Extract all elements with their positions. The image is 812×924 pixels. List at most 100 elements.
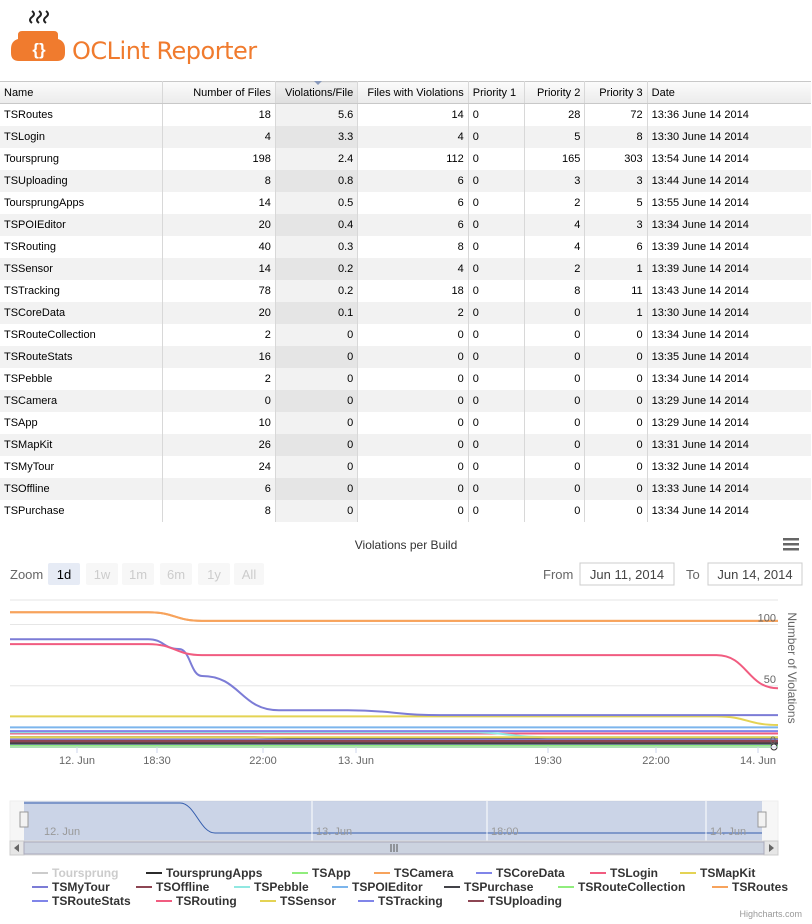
cell-name: TSSensor (0, 257, 164, 280)
series-line-tsrouting[interactable] (10, 643, 779, 690)
navigator[interactable]: 12. Jun 13. Jun 18:00 14. Jun (9, 800, 779, 842)
cell-priority-1: 0 (468, 147, 526, 170)
table-row[interactable]: TSLogin 4 3.3 4 0 5 8 13:30 June 14 2014 (0, 125, 811, 148)
cell-priority-1: 0 (468, 411, 526, 434)
zoom-button-label: 1w (94, 567, 111, 582)
table-row[interactable]: TSPurchase 8 0 0 0 0 0 13:34 June 14 2014 (0, 499, 811, 522)
column-header-files-with-violations[interactable]: Files with Violations (357, 81, 469, 104)
x-tick-label: 14. Jun (740, 755, 776, 767)
zoom-button-all[interactable]: All (234, 563, 264, 585)
cell-priority-2: 3 (524, 169, 586, 192)
to-date-input[interactable]: Jun 14, 2014 (707, 562, 803, 586)
legend-item-tscoredata[interactable]: TSCoreData (476, 866, 565, 880)
violations-table: Name Number of Files Violations/File Files … (0, 81, 811, 522)
navigator-selection[interactable] (24, 801, 762, 841)
credits[interactable]: Highcharts.com (739, 909, 802, 919)
y-tick-label: 0 (770, 735, 776, 747)
navigator-right-handle[interactable] (757, 811, 767, 828)
zoom-button-1m[interactable]: 1m (122, 563, 154, 585)
legend-item-tspurchase[interactable]: TSPurchase (444, 880, 534, 894)
legend-label: TSRoutes (732, 880, 788, 894)
legend-item-tsroutes[interactable]: TSRoutes (712, 880, 788, 894)
navigator-tick-label: 13. Jun (316, 826, 352, 838)
legend-item-tstracking[interactable]: TSTracking (358, 894, 443, 908)
cell-name: TSApp (0, 411, 164, 434)
column-header-priority-3[interactable]: Priority 3 (584, 81, 648, 104)
cell-violations-file: 3.3 (275, 125, 359, 148)
y-tick-label: 100 (758, 613, 776, 625)
cell-priority-3: 5 (584, 191, 648, 214)
legend-label: TSCoreData (496, 866, 565, 880)
column-header-violations-file[interactable]: Violations/File (275, 81, 359, 104)
zoom-button-1y[interactable]: 1y (198, 563, 230, 585)
table-header-row: Name Number of Files Violations/File Files … (0, 81, 811, 104)
legend-item-toursprung[interactable]: Toursprung (32, 866, 118, 880)
zoom-button-1d[interactable]: 1d (48, 563, 80, 585)
cell-name: TSCamera (0, 389, 164, 412)
navigator-left-handle[interactable] (19, 811, 29, 828)
table-row[interactable]: TSMapKit 26 0 0 0 0 0 13:31 June 14 2014 (0, 433, 811, 456)
cell-priority-2: 8 (524, 279, 586, 302)
cell-name: TSRouteCollection (0, 323, 164, 346)
column-header-name[interactable]: Name (0, 81, 164, 104)
legend-item-tsroutecollection[interactable]: TSRouteCollection (558, 880, 685, 894)
cell-priority-2: 28 (524, 103, 586, 126)
table-row[interactable]: TSUploading 8 0.8 6 0 3 3 13:44 June 14 2014 (0, 169, 811, 192)
legend-item-tsroutestats[interactable]: TSRouteStats (32, 894, 131, 908)
legend-item-tsrouting[interactable]: TSRouting (156, 894, 237, 908)
table-row[interactable]: Toursprung 198 2.4 112 0 165 303 13:54 June 14 … (0, 147, 811, 170)
series-line-tsroutes[interactable] (9, 611, 778, 622)
legend-item-toursprungapps[interactable]: ToursprungApps (146, 866, 263, 880)
legend-item-tslogin[interactable]: TSLogin (590, 866, 658, 880)
table-row[interactable]: TSSensor 14 0.2 4 0 2 1 13:39 June 14 2014 (0, 257, 811, 280)
table-row[interactable]: TSRouteCollection 2 0 0 0 0 0 13:34 June 14 201… (0, 323, 811, 346)
legend-item-tsuploading[interactable]: TSUploading (468, 894, 562, 908)
table-row[interactable]: TSCoreData 20 0.1 2 0 0 1 13:30 June 14 2014 (0, 301, 811, 324)
column-header-priority-1[interactable]: Priority 1 (468, 81, 526, 104)
cell-priority-2: 0 (524, 301, 586, 324)
series-line-tsmytour[interactable] (10, 638, 778, 717)
column-header-number-of-files[interactable]: Number of Files (162, 81, 276, 104)
table-row[interactable]: TSTracking 78 0.2 18 0 8 11 13:43 June 14 2014 (0, 279, 811, 302)
legend-item-tscamera[interactable]: TSCamera (374, 866, 454, 880)
legend-item-tsmytour[interactable]: TSMyTour (32, 880, 110, 894)
legend-label: TSUploading (488, 894, 562, 908)
series-line-tsmapkit[interactable] (9, 715, 779, 726)
cell-number-of-files: 198 (162, 147, 276, 170)
legend-item-tsmapkit[interactable]: TSMapKit (680, 866, 755, 880)
table-row[interactable]: TSRouteStats 16 0 0 0 0 0 13:35 June 14 2014 (0, 345, 811, 368)
menu-icon[interactable] (780, 536, 802, 554)
cell-name: TSUploading (0, 169, 164, 192)
scroll-left-arrow-icon[interactable] (14, 844, 19, 852)
table-row[interactable]: ToursprungApps 14 0.5 6 0 2 5 13:55 June 14 201… (0, 191, 811, 214)
table-row[interactable]: TSRouting 40 0.3 8 0 4 6 13:39 June 14 2014 (0, 235, 811, 258)
cell-date: 13:44 June 14 2014 (651, 174, 749, 187)
legend-item-tssensor[interactable]: TSSensor (260, 894, 336, 908)
table-row[interactable]: TSApp 10 0 0 0 0 0 13:29 June 14 2014 (0, 411, 811, 434)
scrollbar[interactable] (9, 840, 779, 856)
legend-item-tspebble[interactable]: TSPebble (234, 880, 309, 894)
cell-violations-file: 0.1 (275, 301, 359, 324)
cell-priority-1: 0 (468, 389, 526, 412)
legend-item-tspoieditor[interactable]: TSPOIEditor (332, 880, 423, 894)
zoom-button-1w[interactable]: 1w (86, 563, 118, 585)
cell-date: 13:39 June 14 2014 (651, 240, 749, 253)
series-line-tscamera[interactable] (9, 611, 778, 622)
column-header-date[interactable]: Date (647, 81, 811, 104)
scroll-right-arrow-icon[interactable] (769, 844, 774, 852)
table-row[interactable]: TSPebble 2 0 0 0 0 0 13:34 June 14 2014 (0, 367, 811, 390)
table-row[interactable]: TSPOIEditor 20 0.4 6 0 4 3 13:34 June 14 2014 (0, 213, 811, 236)
table-row[interactable]: TSMyTour 24 0 0 0 0 0 13:32 June 14 2014 (0, 455, 811, 478)
table-row[interactable]: TSCamera 0 0 0 0 0 0 13:29 June 14 2014 (0, 389, 811, 412)
zoom-button-label: 1y (207, 567, 221, 582)
legend-item-tsoffline[interactable]: TSOffline (136, 880, 210, 894)
table-row[interactable]: TSRoutes 18 5.6 14 0 28 72 13:36 June 14 2014 (0, 103, 811, 126)
legend-item-tsapp[interactable]: TSApp (292, 866, 351, 880)
cell-priority-1: 0 (468, 103, 526, 126)
column-header-priority-2[interactable]: Priority 2 (524, 81, 586, 104)
from-date-input[interactable]: Jun 11, 2014 (579, 562, 675, 586)
table-row[interactable]: TSOffline 6 0 0 0 0 0 13:33 June 14 2014 (0, 477, 811, 500)
cell-date: 13:34 June 14 2014 (651, 372, 749, 385)
zoom-button-6m[interactable]: 6m (160, 563, 192, 585)
y-axis-ticks: 100 50 0 (758, 613, 776, 748)
